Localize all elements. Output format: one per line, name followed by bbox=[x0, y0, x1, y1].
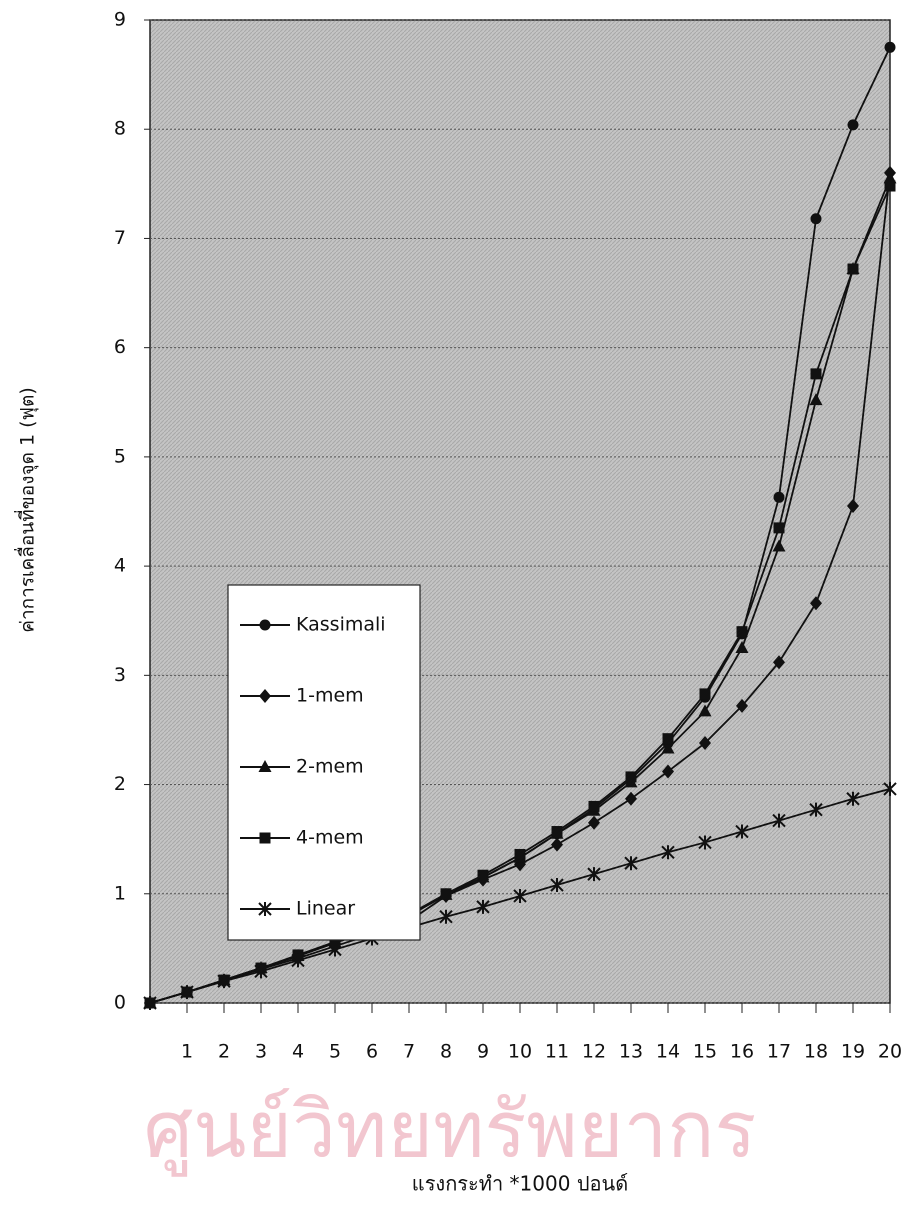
marker bbox=[291, 953, 305, 968]
legend-label: Linear bbox=[296, 898, 355, 920]
x-tick-label: 8 bbox=[440, 1041, 452, 1063]
marker bbox=[809, 802, 823, 817]
y-tick-label: 5 bbox=[114, 445, 126, 467]
marker bbox=[217, 974, 231, 989]
marker bbox=[476, 899, 490, 914]
marker bbox=[883, 171, 897, 184]
marker bbox=[254, 964, 268, 979]
y-tick-label: 4 bbox=[114, 555, 126, 577]
x-tick-label: 7 bbox=[403, 1041, 415, 1063]
marker bbox=[259, 832, 271, 844]
x-tick-label: 17 bbox=[767, 1041, 791, 1063]
x-tick-label: 4 bbox=[292, 1041, 304, 1063]
marker bbox=[884, 41, 896, 53]
x-tick-label: 14 bbox=[656, 1041, 680, 1063]
marker bbox=[735, 641, 749, 654]
y-tick-label: 0 bbox=[114, 992, 126, 1014]
legend-label: 2-mem bbox=[296, 756, 364, 778]
marker bbox=[846, 791, 860, 806]
y-tick-label: 7 bbox=[114, 227, 126, 249]
marker bbox=[439, 909, 453, 924]
y-tick-label: 9 bbox=[114, 9, 126, 31]
marker bbox=[810, 368, 822, 380]
y-tick-label: 1 bbox=[114, 882, 126, 904]
watermark: ศูนย์วิทยทรัพยากร bbox=[144, 1085, 757, 1176]
marker bbox=[661, 845, 675, 860]
marker bbox=[588, 800, 600, 812]
legend-label: Kassimali bbox=[296, 614, 386, 636]
legend-box bbox=[227, 584, 421, 941]
marker bbox=[773, 491, 785, 503]
marker bbox=[772, 539, 786, 552]
x-tick-label: 3 bbox=[255, 1041, 267, 1063]
marker bbox=[661, 741, 675, 754]
marker bbox=[258, 902, 272, 916]
x-tick-label: 1 bbox=[181, 1041, 193, 1063]
marker bbox=[810, 596, 822, 611]
marker bbox=[551, 826, 563, 838]
x-tick-label: 18 bbox=[804, 1041, 828, 1063]
x-tick-label: 11 bbox=[545, 1041, 569, 1063]
marker bbox=[625, 771, 637, 783]
marker bbox=[513, 888, 527, 903]
marker bbox=[773, 522, 785, 534]
x-tick-label: 12 bbox=[582, 1041, 606, 1063]
marker bbox=[258, 760, 272, 772]
marker bbox=[883, 781, 897, 796]
y-tick-label: 3 bbox=[114, 664, 126, 686]
marker bbox=[514, 848, 526, 860]
marker bbox=[259, 619, 271, 631]
marker bbox=[698, 704, 712, 717]
marker bbox=[735, 824, 749, 839]
marker bbox=[550, 878, 564, 893]
marker bbox=[587, 867, 601, 882]
x-tick-label: 5 bbox=[329, 1041, 341, 1063]
x-tick-label: 20 bbox=[878, 1041, 902, 1063]
marker bbox=[847, 499, 859, 514]
marker bbox=[477, 869, 489, 881]
marker bbox=[809, 393, 823, 406]
marker bbox=[884, 180, 896, 192]
marker bbox=[736, 626, 748, 638]
marker bbox=[180, 985, 194, 1000]
x-tick-label: 10 bbox=[508, 1041, 532, 1063]
marker bbox=[329, 936, 341, 948]
marker bbox=[625, 791, 637, 806]
marker bbox=[588, 815, 600, 830]
marker bbox=[736, 698, 748, 713]
legend: Kassimali 1-mem 2-mem 4-mem Linear bbox=[227, 584, 421, 941]
marker bbox=[143, 996, 157, 1010]
marker bbox=[259, 689, 271, 703]
marker bbox=[662, 764, 674, 779]
y-axis-label: ค่าการเคลื่อนที่ของจุด 1 (ฟุต) bbox=[14, 387, 40, 632]
marker bbox=[662, 733, 674, 745]
x-tick-label: 19 bbox=[841, 1041, 865, 1063]
y-tick-label: 8 bbox=[114, 118, 126, 140]
marker bbox=[773, 655, 785, 670]
marker bbox=[810, 213, 822, 225]
x-tick-label: 6 bbox=[366, 1041, 378, 1063]
marker bbox=[328, 942, 342, 957]
marker bbox=[624, 856, 638, 871]
marker bbox=[847, 263, 859, 275]
x-tick-label: 15 bbox=[693, 1041, 717, 1063]
x-tick-label: 16 bbox=[730, 1041, 754, 1063]
x-axis-label: แรงกระทำ *1000 ปอนด์ bbox=[412, 1172, 628, 1196]
y-tick-label: 6 bbox=[114, 336, 126, 358]
marker bbox=[698, 835, 712, 850]
x-tick-label: 9 bbox=[477, 1041, 489, 1063]
marker bbox=[440, 888, 452, 900]
marker bbox=[847, 119, 859, 131]
marker bbox=[699, 736, 711, 751]
marker bbox=[551, 837, 563, 852]
marker bbox=[772, 813, 786, 828]
legend-label: 1-mem bbox=[296, 685, 364, 707]
legend-label: 4-mem bbox=[296, 827, 364, 849]
y-tick-label: 2 bbox=[114, 773, 126, 795]
x-tick-label: 2 bbox=[218, 1041, 230, 1063]
x-tick-label: 13 bbox=[619, 1041, 643, 1063]
marker bbox=[699, 688, 711, 700]
